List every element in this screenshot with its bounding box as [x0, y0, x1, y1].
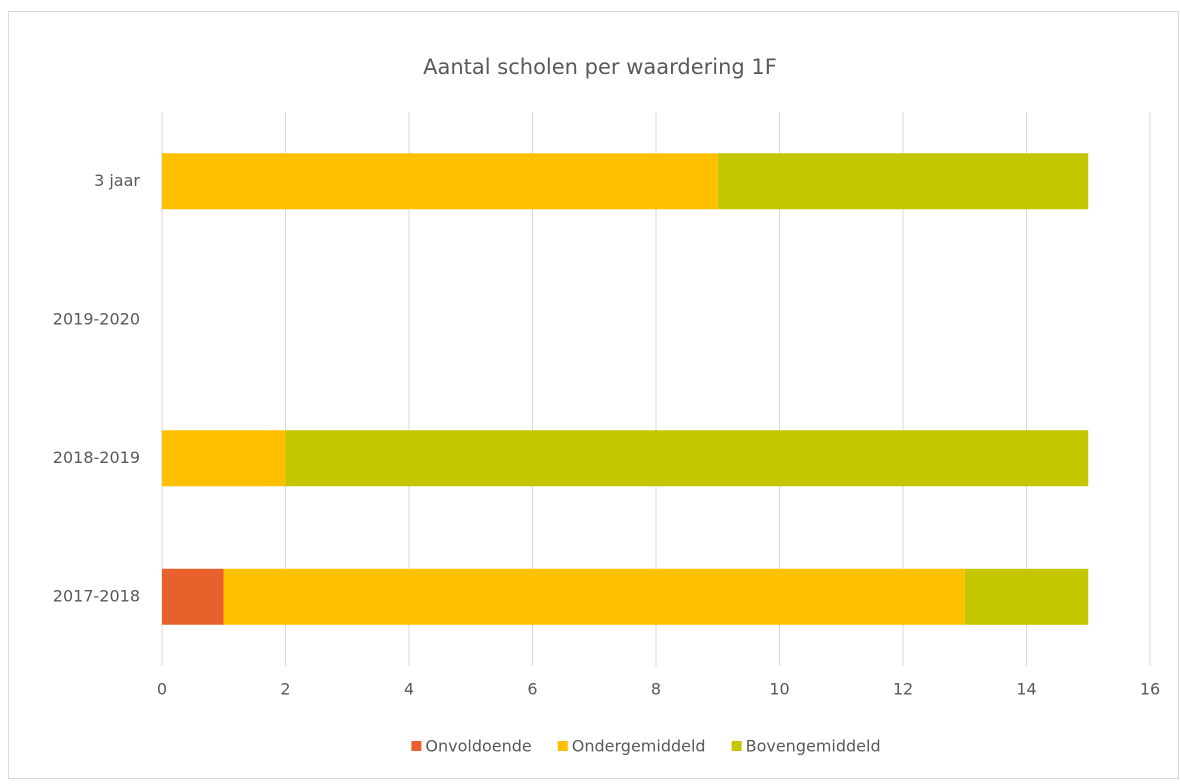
y-tick-label: 2018-2019	[53, 448, 140, 467]
y-tick-label: 3 jaar	[94, 171, 140, 190]
x-tick-label: 16	[1140, 680, 1160, 699]
legend-swatch	[731, 741, 742, 751]
x-tick-label: 2	[280, 680, 290, 699]
bar-segment	[162, 430, 286, 487]
bar-segment	[285, 430, 1089, 487]
bar-segment	[964, 568, 1089, 625]
bar-segment	[162, 568, 224, 625]
x-tick-label: 10	[769, 680, 789, 699]
bar-segment	[717, 153, 1089, 210]
x-tick-label: 0	[157, 680, 167, 699]
legend-label: Onvoldoende	[425, 737, 531, 756]
x-tick-label: 8	[651, 680, 661, 699]
bar-segment	[162, 153, 718, 210]
bar-segment	[223, 568, 965, 625]
y-tick-label: 2017-2018	[53, 586, 140, 605]
x-tick-label: 12	[893, 680, 913, 699]
legend-swatch	[557, 741, 568, 751]
y-tick-label: 2019-2020	[53, 309, 140, 328]
x-tick-label: 6	[527, 680, 537, 699]
legend-label: Bovengemiddeld	[746, 737, 881, 756]
x-tick-label: 14	[1016, 680, 1036, 699]
chart-border	[8, 11, 1179, 779]
legend-swatch	[411, 741, 422, 751]
legend-label: Ondergemiddeld	[572, 737, 706, 756]
x-tick-label: 4	[404, 680, 414, 699]
chart-title: Aantal scholen per waardering 1F	[423, 55, 777, 79]
